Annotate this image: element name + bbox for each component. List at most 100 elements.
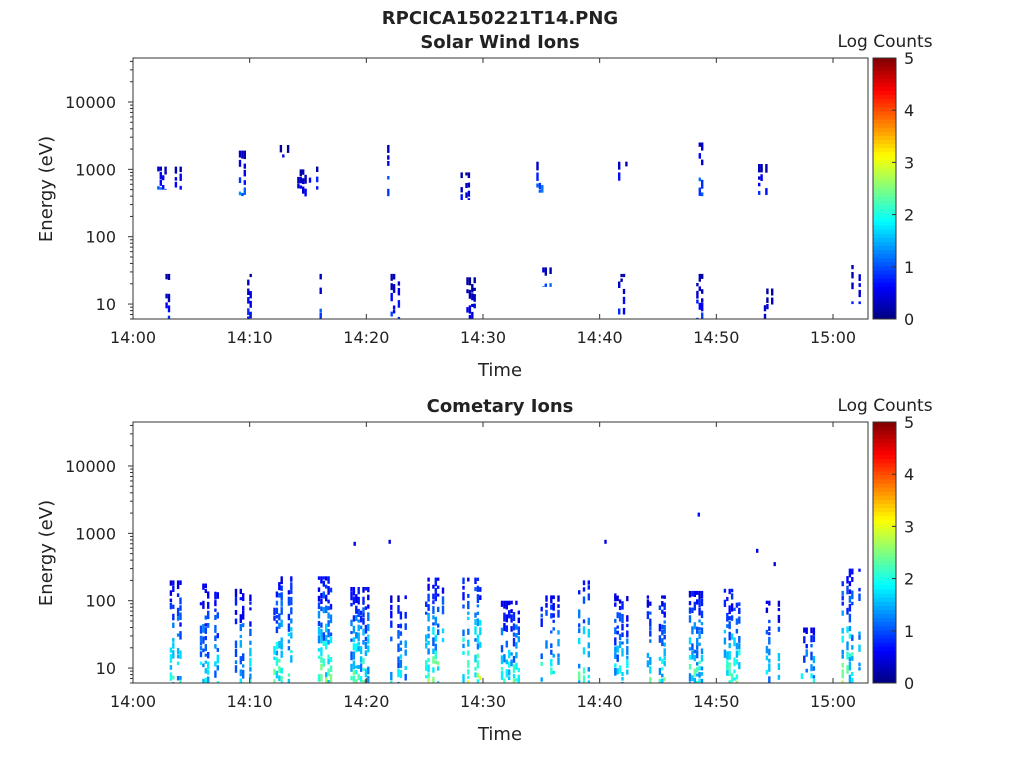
heatmap-cell — [387, 161, 390, 166]
panel1-heatmap — [157, 142, 861, 319]
heatmap-cell — [587, 642, 590, 649]
heatmap-cell — [538, 182, 542, 190]
heatmap-cell — [364, 650, 368, 656]
heatmap-cell — [362, 640, 365, 645]
heatmap-cell — [474, 672, 477, 678]
colorbar-step — [873, 106, 896, 112]
heatmap-cell — [434, 595, 437, 602]
heatmap-cell — [698, 642, 701, 646]
heatmap-cell — [362, 657, 365, 665]
colorbar-step — [873, 503, 896, 509]
heatmap-cell — [649, 639, 652, 643]
colorbar-step — [873, 442, 896, 447]
heatmap-cell — [176, 616, 180, 621]
heatmap-cell — [207, 623, 210, 628]
heatmap-cell — [544, 283, 547, 287]
heatmap-cell — [517, 674, 520, 683]
heatmap-cell — [362, 612, 365, 618]
heatmap-cell — [359, 676, 363, 682]
heatmap-cell — [214, 661, 217, 667]
x-tick-label: 14:30 — [460, 328, 506, 347]
colorbar-step — [873, 495, 896, 500]
heatmap-cell — [474, 654, 477, 663]
colorbar-step — [873, 556, 896, 562]
heatmap-cell — [582, 675, 586, 683]
colorbar-step — [873, 666, 896, 672]
heatmap-cell — [701, 192, 704, 197]
heatmap-cell — [765, 669, 769, 675]
heatmap-cell — [858, 631, 861, 635]
heatmap-cell — [434, 587, 437, 596]
heatmap-cell — [758, 191, 761, 195]
heatmap-cell — [693, 649, 696, 654]
heatmap-cell — [505, 659, 508, 665]
heatmap-cell — [202, 636, 205, 644]
heatmap-cell — [848, 603, 852, 612]
heatmap-cell — [317, 595, 321, 602]
heatmap-cell — [399, 611, 403, 620]
heatmap-cell — [841, 662, 844, 668]
heatmap-cell — [471, 293, 474, 301]
y-tick-label: 100 — [85, 592, 116, 611]
heatmap-cell — [176, 593, 180, 597]
colorbar-step — [873, 426, 896, 431]
heatmap-cell — [216, 681, 219, 683]
heatmap-cell — [390, 311, 393, 317]
heatmap-cell — [317, 602, 321, 610]
heatmap-cell — [733, 677, 736, 681]
heatmap-cell — [242, 593, 245, 602]
heatmap-cell — [179, 612, 182, 620]
panel2-xlabel: Time — [477, 724, 522, 745]
heatmap-cell — [241, 150, 244, 159]
colorbar-step — [873, 204, 896, 210]
heatmap-cell — [693, 668, 696, 677]
heatmap-cell — [327, 620, 330, 627]
colorbar-step — [873, 438, 896, 443]
heatmap-cell — [858, 301, 861, 305]
heatmap-cell — [466, 307, 469, 313]
heatmap-cell — [432, 606, 435, 614]
heatmap-cell — [688, 601, 692, 606]
heatmap-cell — [465, 183, 468, 188]
heatmap-cell — [766, 288, 769, 295]
heatmap-cell — [620, 278, 623, 282]
heatmap-cell — [352, 675, 356, 682]
heatmap-cell — [367, 623, 370, 632]
heatmap-cell — [397, 643, 400, 653]
heatmap-cell — [661, 658, 664, 664]
heatmap-cell — [432, 584, 435, 589]
heatmap-cell — [460, 187, 463, 193]
heatmap-cell — [510, 659, 513, 667]
heatmap-cell — [322, 591, 325, 599]
heatmap-cell — [280, 576, 283, 585]
heatmap-cell — [698, 660, 701, 665]
colorbar-tick-label: 0 — [904, 310, 914, 329]
heatmap-cell — [174, 177, 178, 181]
heatmap-cell — [688, 655, 692, 660]
heatmap-cell — [204, 660, 207, 664]
heatmap-cell — [242, 605, 245, 611]
heatmap-cell — [357, 646, 360, 652]
panel1-axes-frame — [132, 57, 869, 320]
heatmap-cell — [508, 661, 511, 668]
heatmap-cell — [352, 625, 356, 634]
heatmap-cell — [735, 650, 739, 658]
heatmap-cell — [698, 273, 701, 282]
heatmap-cell — [512, 623, 516, 631]
colorbar-step — [873, 487, 896, 492]
heatmap-cell — [329, 587, 333, 593]
heatmap-cell — [700, 598, 704, 607]
heatmap-cell — [390, 681, 393, 683]
panel1-colorbar-label: Log Counts — [837, 32, 932, 52]
heatmap-cell — [777, 653, 781, 662]
heatmap-cell — [578, 663, 581, 669]
heatmap-cell — [841, 595, 844, 601]
heatmap-cell — [362, 607, 365, 612]
heatmap-cell — [359, 625, 363, 630]
colorbar-step — [873, 515, 896, 521]
heatmap-cell — [316, 166, 319, 172]
heatmap-cell — [557, 657, 560, 665]
panel2-axes-frame — [132, 421, 869, 684]
heatmap-cell — [536, 161, 539, 171]
heatmap-cell — [390, 283, 393, 291]
